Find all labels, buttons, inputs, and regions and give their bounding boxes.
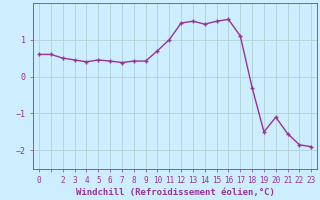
X-axis label: Windchill (Refroidissement éolien,°C): Windchill (Refroidissement éolien,°C) <box>76 188 275 197</box>
